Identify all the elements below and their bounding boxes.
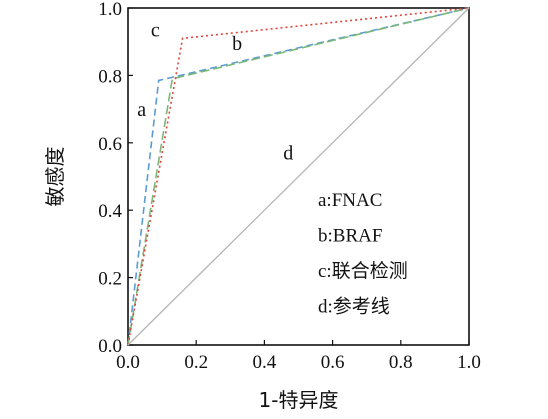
legend-entry-a: a:FNAC xyxy=(318,190,382,211)
x-tick-label: 0.6 xyxy=(321,352,345,373)
y-axis-label: 敏感度 xyxy=(43,147,67,207)
y-tick-label: 0.6 xyxy=(98,134,122,155)
y-tick-label: 0.0 xyxy=(98,336,122,357)
curve-annotation-d: d xyxy=(283,143,293,165)
y-tick-label: 1.0 xyxy=(98,0,122,20)
x-axis-label: 1-特异度 xyxy=(259,388,339,412)
plot-frame xyxy=(127,7,470,346)
x-tick-label: 1.0 xyxy=(457,352,481,373)
x-tick-label: 0.8 xyxy=(389,352,413,373)
curve-annotation-a: a xyxy=(137,99,146,121)
legend-entry-b: b:BRAF xyxy=(318,226,382,247)
curve-annotation-b: b xyxy=(232,33,242,55)
series-line-c xyxy=(127,7,470,346)
curve-annotation-c: c xyxy=(151,20,160,42)
y-tick-label: 0.2 xyxy=(98,269,122,290)
series-line-d xyxy=(127,7,470,346)
series-line-b xyxy=(127,7,470,346)
legend-entry-d: d:参考线 xyxy=(318,296,390,318)
y-tick-label: 0.4 xyxy=(98,201,122,222)
x-tick-label: 0.2 xyxy=(184,352,208,373)
legend-entry-c: c:联合检测 xyxy=(318,260,408,282)
x-tick-label: 0.0 xyxy=(116,352,140,373)
x-tick-label: 0.4 xyxy=(253,352,277,373)
y-tick-label: 0.8 xyxy=(98,66,122,87)
